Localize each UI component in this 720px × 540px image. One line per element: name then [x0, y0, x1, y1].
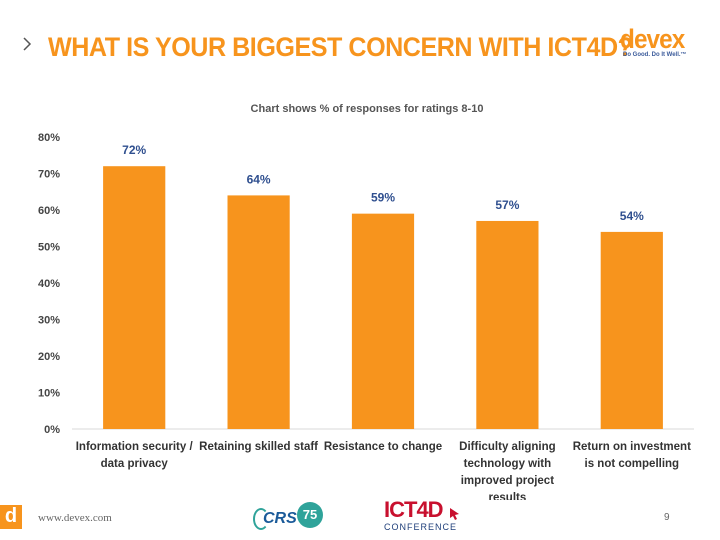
slide-footer: d www.devex.com CRS 75 ICT4D CONFERENCE … [0, 490, 720, 540]
y-tick-label: 60% [38, 205, 60, 217]
slide-header: WHAT IS YOUR BIGGEST CONCERN WITH ICT4D?… [0, 0, 720, 80]
y-tick-label: 70% [38, 169, 60, 181]
crs-swirl-icon [253, 508, 269, 530]
y-tick-label: 0% [44, 424, 60, 436]
bar [103, 166, 166, 429]
category-label-line: data privacy [101, 458, 169, 470]
y-tick-label: 80% [38, 132, 60, 144]
bar-series [103, 166, 663, 429]
bar-value-label: 54% [620, 209, 644, 223]
devex-logo-tagline: Do Good. Do It Well.™ [623, 52, 687, 58]
bar [600, 231, 663, 429]
y-tick-label: 20% [38, 351, 60, 363]
cursor-arrow-icon [450, 508, 459, 520]
devex-logo: devex Do Good. Do It Well.™ [620, 26, 696, 62]
bar-value-label: 64% [247, 172, 271, 186]
category-label: Resistance to change [324, 441, 442, 453]
bar [476, 220, 539, 429]
category-label-line: improved project [461, 475, 554, 487]
page-number: 9 [664, 512, 670, 523]
category-label-line: Return on investment [573, 441, 691, 453]
chevron-right-icon [23, 37, 32, 51]
category-label: Return on investment is not compelling [573, 441, 691, 470]
y-tick-label: 40% [38, 278, 60, 290]
y-tick-label: 30% [38, 315, 60, 327]
bar-value-label: 72% [122, 143, 146, 157]
category-label-line: Retaining skilled staff [199, 441, 318, 453]
devex-logo-word: devex [620, 24, 685, 54]
category-label: Retaining skilled staff [199, 441, 318, 453]
category-label-line: is not compelling [585, 458, 680, 470]
y-axis: 0% 10% 20% 30% 40% 50% 60% 70% 80% [38, 132, 60, 436]
bar [227, 195, 290, 429]
ict4d-logo-subtitle: CONFERENCE [384, 522, 458, 532]
category-label-line: Resistance to change [324, 441, 442, 453]
category-label-line: Information security / [76, 441, 194, 453]
page-title: WHAT IS YOUR BIGGEST CONCERN WITH ICT4D? [48, 32, 633, 62]
x-axis-labels: Information security / data privacy Retain… [76, 441, 691, 500]
category-label-line: technology with [464, 458, 552, 470]
bar-value-label: 57% [495, 198, 519, 212]
bar [351, 213, 415, 429]
category-label-line: Difficulty aligning [459, 441, 555, 453]
category-label: Difficulty aligning technology with improv… [459, 441, 555, 500]
crs-logo-text: CRS [263, 510, 297, 527]
crs-75-logo: CRS 75 [253, 500, 325, 534]
ict4d-conference-logo: ICT4D CONFERENCE [384, 498, 468, 536]
bar-value-label: 59% [371, 191, 395, 205]
crs-anniversary-badge: 75 [297, 502, 323, 528]
footer-url[interactable]: www.devex.com [38, 512, 112, 524]
category-label-line: results [489, 492, 527, 500]
data-labels: 72% 64% 59% 57% 54% [122, 143, 644, 223]
y-tick-label: 10% [38, 388, 60, 400]
chart-title: Chart shows % of responses for ratings 8… [251, 103, 484, 115]
ict4d-logo-word: ICT4D [384, 497, 444, 522]
devex-badge: d [0, 505, 22, 529]
category-label: Information security / data privacy [76, 441, 194, 470]
bar-chart: Chart shows % of responses for ratings 8… [38, 103, 694, 500]
y-tick-label: 50% [38, 242, 60, 254]
